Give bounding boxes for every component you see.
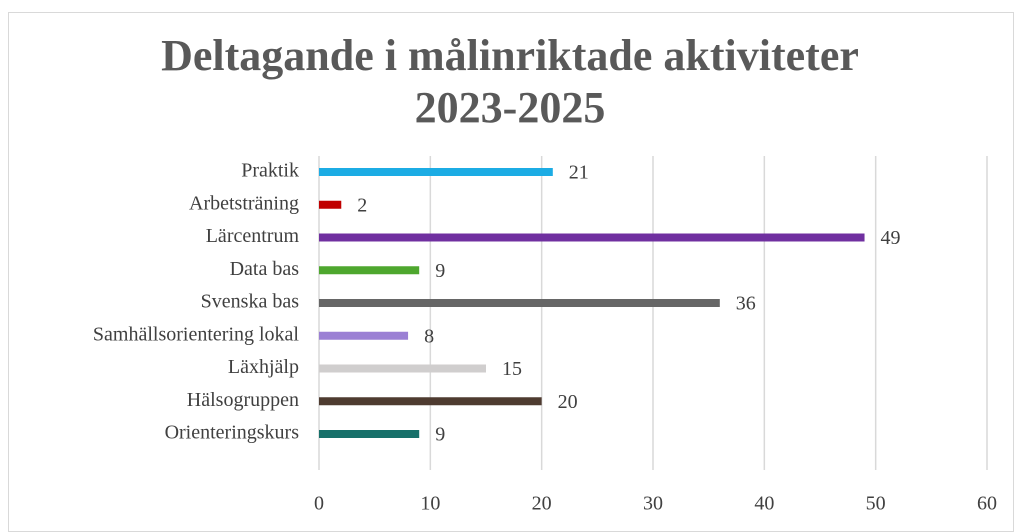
x-tick-label: 10 bbox=[420, 493, 440, 515]
data-label: 15 bbox=[502, 358, 522, 380]
chart-title: Deltagande i målinriktade aktiviteter 20… bbox=[161, 31, 859, 132]
data-label: 2 bbox=[357, 194, 367, 216]
bar bbox=[319, 266, 420, 275]
bar bbox=[319, 331, 409, 340]
x-tick-label: 40 bbox=[754, 493, 774, 515]
x-tick-label: 60 bbox=[977, 493, 997, 515]
y-tick-label: Samhällsorientering lokal bbox=[93, 323, 300, 345]
data-label: 21 bbox=[569, 162, 589, 184]
data-label: 49 bbox=[881, 227, 901, 249]
y-tick-label: Data bas bbox=[230, 258, 300, 280]
y-tick-label: Läxhjälp bbox=[228, 356, 299, 378]
data-label: 20 bbox=[558, 391, 578, 413]
bar bbox=[319, 233, 865, 242]
data-label: 9 bbox=[435, 424, 445, 446]
x-tick-label: 30 bbox=[643, 493, 663, 515]
y-tick-label: Arbetsträning bbox=[189, 192, 299, 214]
x-tick-label: 0 bbox=[314, 493, 324, 515]
bar bbox=[319, 430, 420, 438]
x-tick-label: 20 bbox=[532, 493, 552, 515]
y-tick-label: Orienteringskurs bbox=[165, 422, 300, 444]
bar bbox=[319, 364, 486, 373]
y-tick-label: Lärcentrum bbox=[206, 225, 300, 247]
bar bbox=[319, 397, 542, 406]
data-label: 9 bbox=[435, 260, 445, 282]
y-tick-label: Hälsogruppen bbox=[187, 389, 299, 411]
x-tick-label: 50 bbox=[866, 493, 886, 515]
y-tick-label: Praktik bbox=[241, 160, 299, 182]
data-label: 8 bbox=[424, 325, 434, 347]
data-label: 36 bbox=[736, 293, 756, 315]
bar bbox=[319, 200, 342, 209]
y-tick-label: Svenska bas bbox=[201, 291, 300, 313]
bar bbox=[319, 168, 553, 176]
bar bbox=[319, 299, 720, 307]
